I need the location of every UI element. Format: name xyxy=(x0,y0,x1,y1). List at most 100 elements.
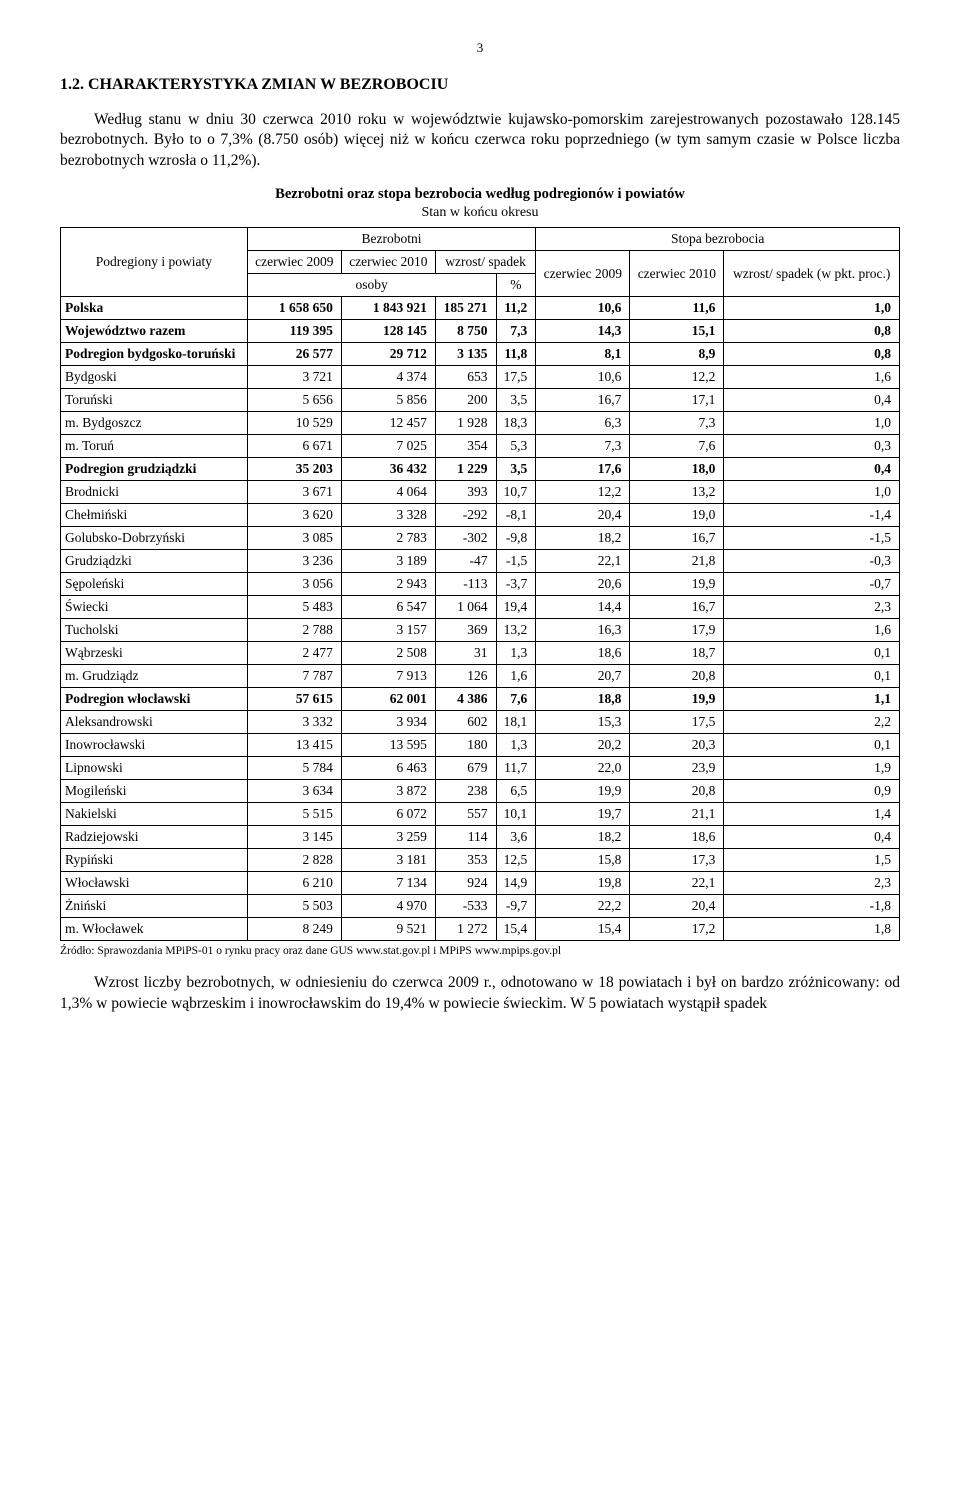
row-value: 653 xyxy=(435,366,496,389)
row-value: 1,1 xyxy=(724,688,900,711)
row-value: 17,3 xyxy=(630,849,724,872)
row-value: 14,9 xyxy=(496,872,536,895)
row-value: 557 xyxy=(435,803,496,826)
row-value: 20,8 xyxy=(630,780,724,803)
row-value: -1,5 xyxy=(496,550,536,573)
row-value: 2 783 xyxy=(341,527,435,550)
row-value: 14,4 xyxy=(536,596,630,619)
row-value: 1,0 xyxy=(724,481,900,504)
closing-paragraph: Wzrost liczby bezrobotnych, w odniesieni… xyxy=(60,973,900,1015)
row-value: 0,4 xyxy=(724,458,900,481)
row-value: 924 xyxy=(435,872,496,895)
row-value: 19,7 xyxy=(536,803,630,826)
row-value: 7,3 xyxy=(630,412,724,435)
row-value: 15,4 xyxy=(536,918,630,941)
row-value: 12,2 xyxy=(630,366,724,389)
row-value: 3 671 xyxy=(247,481,341,504)
row-value: 22,1 xyxy=(630,872,724,895)
row-value: 3 934 xyxy=(341,711,435,734)
row-value: 17,1 xyxy=(630,389,724,412)
table-title: Bezrobotni oraz stopa bezrobocia według … xyxy=(60,186,900,203)
row-label: Podregion grudziądzki xyxy=(61,458,248,481)
row-value: 11,7 xyxy=(496,757,536,780)
row-label: Świecki xyxy=(61,596,248,619)
table-row: Podregion włocławski57 61562 0014 3867,6… xyxy=(61,688,900,711)
row-label: m. Grudziądz xyxy=(61,665,248,688)
row-value: 2 477 xyxy=(247,642,341,665)
row-value: 13,2 xyxy=(630,481,724,504)
section-heading: 1.2. CHARAKTERYSTYKA ZMIAN W BEZROBOCIU xyxy=(60,76,900,94)
table-row: Inowrocławski13 41513 5951801,320,220,30… xyxy=(61,734,900,757)
table-row: Włocławski6 2107 13492414,919,822,12,3 xyxy=(61,872,900,895)
row-value: 22,2 xyxy=(536,895,630,918)
table-row: Radziejowski3 1453 2591143,618,218,60,4 xyxy=(61,826,900,849)
row-value: 7 787 xyxy=(247,665,341,688)
row-value: 3 056 xyxy=(247,573,341,596)
row-value: 3 157 xyxy=(341,619,435,642)
row-value: 3,6 xyxy=(496,826,536,849)
row-value: 20,7 xyxy=(536,665,630,688)
row-value: 1,3 xyxy=(496,734,536,757)
table-row: Brodnicki3 6714 06439310,712,213,21,0 xyxy=(61,481,900,504)
row-label: Brodnicki xyxy=(61,481,248,504)
row-value: 2,3 xyxy=(724,596,900,619)
row-value: 16,7 xyxy=(630,527,724,550)
row-label: Sępoleński xyxy=(61,573,248,596)
row-value: 8 750 xyxy=(435,320,496,343)
table-row: Województwo razem119 395128 1458 7507,31… xyxy=(61,320,900,343)
row-value: 679 xyxy=(435,757,496,780)
row-value: 22,0 xyxy=(536,757,630,780)
row-value: 1 272 xyxy=(435,918,496,941)
row-value: 10 529 xyxy=(247,412,341,435)
row-value: 5 856 xyxy=(341,389,435,412)
row-value: 19,8 xyxy=(536,872,630,895)
row-value: 6 671 xyxy=(247,435,341,458)
row-label: Tucholski xyxy=(61,619,248,642)
table-row: Chełmiński3 6203 328-292-8,120,419,0-1,4 xyxy=(61,504,900,527)
th-stopa: Stopa bezrobocia xyxy=(536,228,900,251)
row-value: 18,6 xyxy=(536,642,630,665)
row-value: 3 189 xyxy=(341,550,435,573)
row-value: 5 503 xyxy=(247,895,341,918)
row-value: 35 203 xyxy=(247,458,341,481)
row-value: 17,5 xyxy=(630,711,724,734)
row-value: 200 xyxy=(435,389,496,412)
row-value: 0,4 xyxy=(724,389,900,412)
row-label: m. Toruń xyxy=(61,435,248,458)
row-value: -8,1 xyxy=(496,504,536,527)
th-wzrost-1: wzrost/ spadek xyxy=(435,251,535,274)
row-label: Włocławski xyxy=(61,872,248,895)
row-value: 18,8 xyxy=(536,688,630,711)
row-value: -302 xyxy=(435,527,496,550)
data-table: Podregiony i powiaty Bezrobotni Stopa be… xyxy=(60,227,900,941)
row-value: -1,5 xyxy=(724,527,900,550)
row-value: 1,8 xyxy=(724,918,900,941)
row-value: 354 xyxy=(435,435,496,458)
th-bezrobotni: Bezrobotni xyxy=(247,228,535,251)
row-value: 6 072 xyxy=(341,803,435,826)
th-pct: % xyxy=(496,274,536,297)
row-value: 22,1 xyxy=(536,550,630,573)
row-value: 1,5 xyxy=(724,849,900,872)
row-value: 10,1 xyxy=(496,803,536,826)
table-row: m. Toruń6 6717 0253545,37,37,60,3 xyxy=(61,435,900,458)
row-value: 2 828 xyxy=(247,849,341,872)
row-value: 119 395 xyxy=(247,320,341,343)
row-label: Żniński xyxy=(61,895,248,918)
row-value: 1 658 650 xyxy=(247,297,341,320)
row-value: 18,1 xyxy=(496,711,536,734)
row-value: 0,8 xyxy=(724,343,900,366)
row-value: 12 457 xyxy=(341,412,435,435)
row-value: 20,6 xyxy=(536,573,630,596)
row-value: 1,9 xyxy=(724,757,900,780)
row-value: 0,8 xyxy=(724,320,900,343)
row-value: 19,4 xyxy=(496,596,536,619)
row-value: 1 064 xyxy=(435,596,496,619)
row-value: -0,3 xyxy=(724,550,900,573)
row-value: 353 xyxy=(435,849,496,872)
table-row: m. Bydgoszcz10 52912 4571 92818,36,37,31… xyxy=(61,412,900,435)
row-label: Polska xyxy=(61,297,248,320)
row-label: Grudziądzki xyxy=(61,550,248,573)
row-value: 17,2 xyxy=(630,918,724,941)
row-value: 8,9 xyxy=(630,343,724,366)
